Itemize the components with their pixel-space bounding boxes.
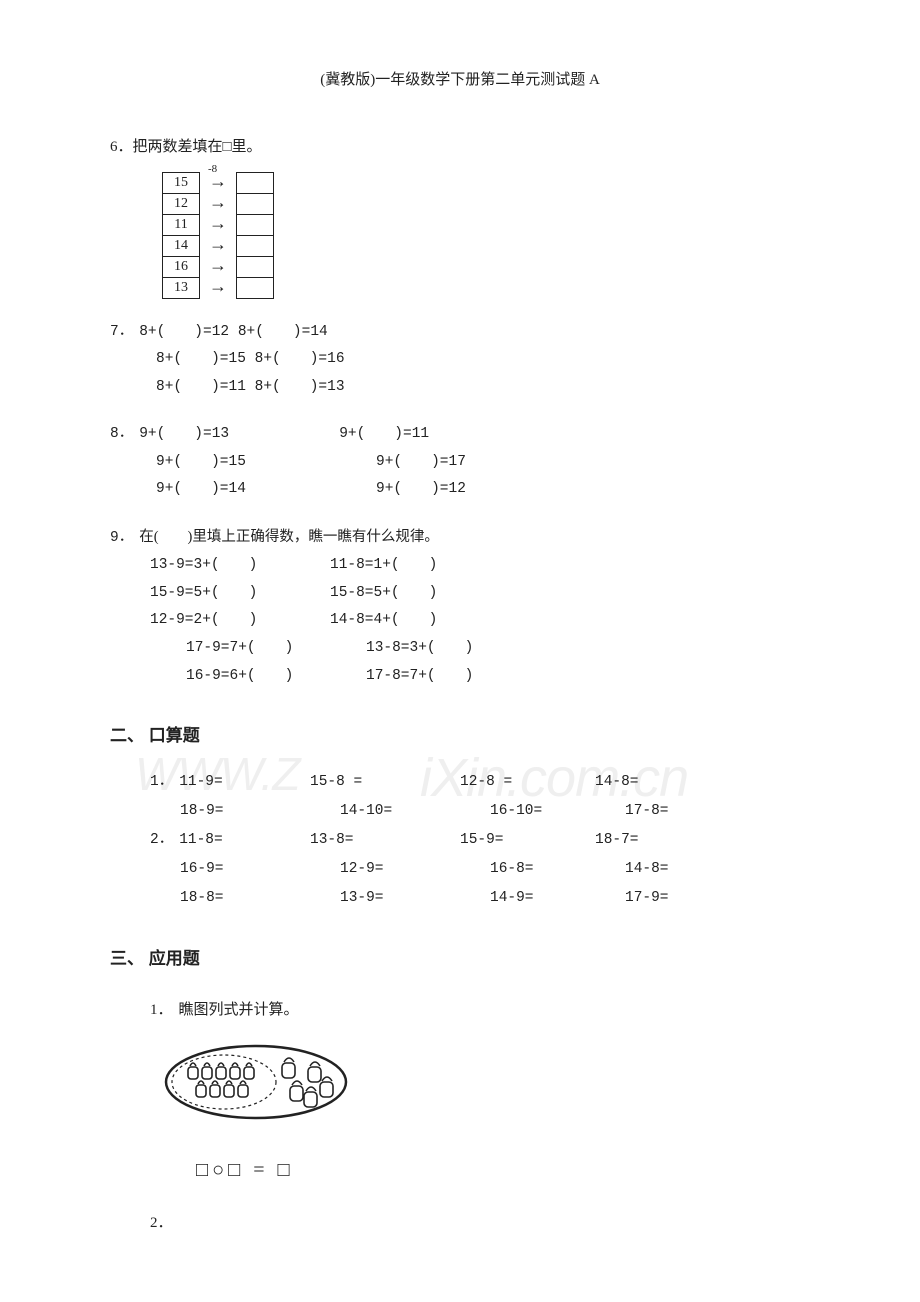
calc2-d: 18-7= [595, 826, 715, 855]
q8-num: 8． [110, 426, 133, 442]
calc1-d: 14-8= [595, 768, 715, 797]
calc1-a2: 18-9= [150, 797, 340, 826]
q6-arrow-4: → [200, 256, 237, 277]
q9-3a: 12-9=2+( ) [150, 607, 330, 635]
calc2-b2: 12-9= [340, 855, 490, 884]
calc1-b2: 14-10= [340, 797, 490, 826]
q9-3b: 14-8=4+( ) [330, 612, 437, 628]
q7-line2: 8+( )=15 8+( )=16 [110, 346, 810, 374]
q8-1b: 9+( )=11 [339, 426, 429, 442]
q9-2b: 15-8=5+( ) [330, 585, 437, 601]
q6-out-2 [237, 214, 274, 235]
q8-2b: 9+( )=17 [376, 454, 466, 470]
calc2-c: 15-9= [460, 826, 595, 855]
app2-num: 2． [150, 1215, 173, 1231]
calc2-b3: 13-9= [340, 884, 490, 913]
q6-out-0 [237, 172, 274, 193]
q6-arrow-1: → [200, 193, 237, 214]
q9-num: 9． [110, 530, 133, 546]
q6-in-3: 14 [163, 235, 200, 256]
calc2-a2: 16-9= [150, 855, 340, 884]
app1-prompt: 瞧图列式并计算。 [179, 1002, 299, 1018]
calc2-c2: 16-8= [490, 855, 625, 884]
calc2-d3: 17-9= [625, 884, 745, 913]
app1-figure: □○□ = □ [156, 1040, 810, 1189]
q6-in-1: 12 [163, 193, 200, 214]
calc1-a: 11-9= [179, 774, 223, 790]
q7-line3: 8+( )=11 8+( )=13 [110, 374, 810, 402]
q6-arrow-2: → [200, 214, 237, 235]
q9-2a: 15-9=5+( ) [150, 580, 330, 608]
calc2-a3: 18-8= [150, 884, 340, 913]
calc2-a: 11-8= [179, 832, 223, 848]
calc2-c3: 14-9= [490, 884, 625, 913]
q6-prompt: 6．把两数差填在□里。 [110, 133, 810, 162]
q6-in-4: 16 [163, 256, 200, 277]
q9-1a: 13-9=3+( ) [150, 552, 330, 580]
q7-num: 7． [110, 324, 133, 340]
q6-in-5: 13 [163, 277, 200, 298]
q9-5b: 17-8=7+( ) [366, 668, 473, 684]
q6-arrow-5: → [200, 277, 237, 298]
q8-1a: 9+( )=13 [139, 421, 339, 449]
calc2-d2: 14-8= [625, 855, 745, 884]
q8-3b: 9+( )=12 [376, 481, 466, 497]
q7-line1: 8+( )=12 8+( )=14 [139, 324, 328, 340]
q9-prompt: 在( )里填上正确得数，瞧一瞧有什么规律。 [139, 529, 439, 545]
q9-1b: 11-8=1+( ) [330, 557, 437, 573]
q6-table: 15 -8→ 12 → 11 → 14 → 16 → [162, 172, 274, 299]
q6-arrow-0: -8→ [200, 172, 237, 193]
app1-equation-boxes: □○□ = □ [196, 1151, 810, 1189]
calc1-b: 15-8 = [310, 768, 460, 797]
calc1-c2: 16-10= [490, 797, 625, 826]
calc1-d2: 17-8= [625, 797, 745, 826]
q8-2a: 9+( )=15 [156, 449, 376, 477]
q6-arrow-3: → [200, 235, 237, 256]
calc2-num: 2． [150, 832, 173, 848]
q6-minus8: -8 [208, 160, 217, 178]
q6-in-0: 15 [163, 172, 200, 193]
q9-5a: 16-9=6+( ) [186, 663, 366, 691]
calc1-num: 1． [150, 774, 173, 790]
q9-4a: 17-9=7+( ) [186, 635, 366, 663]
q6-out-1 [237, 193, 274, 214]
page-title: (冀教版)一年级数学下册第二单元测试题 A [0, 0, 920, 113]
q6-out-3 [237, 235, 274, 256]
q6-out-4 [237, 256, 274, 277]
q6-in-2: 11 [163, 214, 200, 235]
q6-out-5 [237, 277, 274, 298]
calc2-b: 13-8= [310, 826, 460, 855]
calc1-c: 12-8 = [460, 768, 595, 797]
app1-num: 1． [150, 1002, 173, 1018]
section-3-title: 三、 应用题 [110, 943, 810, 975]
q8-3a: 9+( )=14 [156, 476, 376, 504]
section-2-title: 二、 口算题 [110, 720, 810, 752]
q9-4b: 13-8=3+( ) [366, 640, 473, 656]
